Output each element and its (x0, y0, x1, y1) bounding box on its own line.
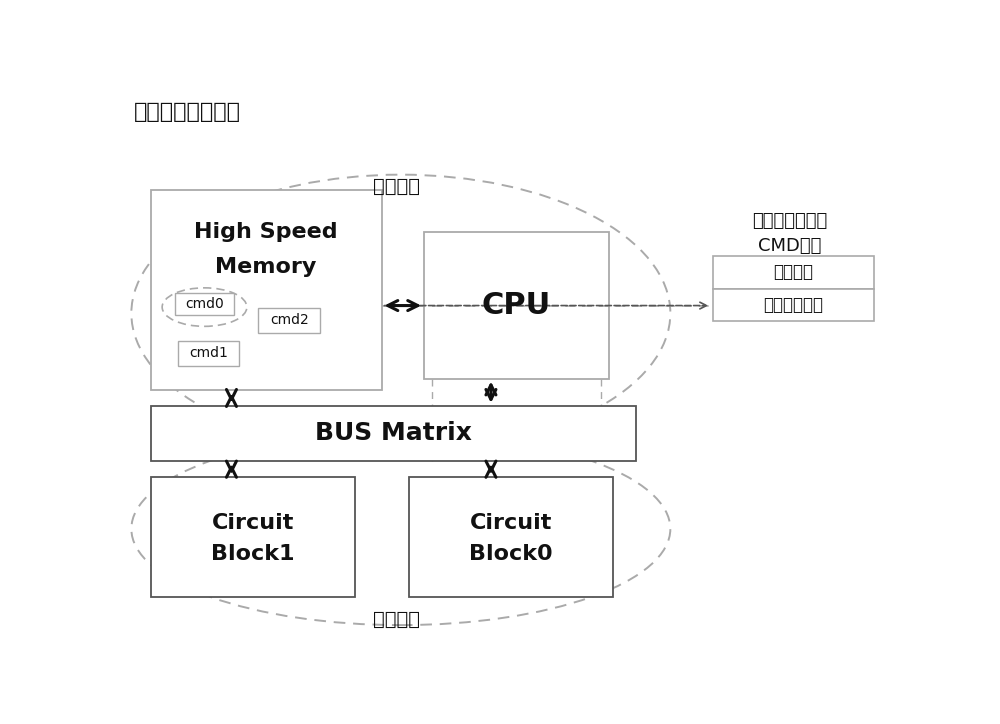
Text: 单命令下发方式: 单命令下发方式 (752, 212, 827, 230)
Bar (151, 405, 636, 461)
Text: cmd0: cmd0 (185, 297, 224, 311)
Text: cmd1: cmd1 (189, 346, 228, 361)
Bar (713, 289, 874, 321)
Text: 单命令下发方式：: 单命令下发方式： (134, 101, 241, 122)
Text: 高速电路: 高速电路 (374, 177, 420, 195)
Bar (175, 293, 234, 315)
Text: High Speed: High Speed (194, 222, 338, 243)
Text: Block0: Block0 (469, 544, 552, 564)
Text: Circuit: Circuit (469, 513, 552, 533)
Text: CPU: CPU (482, 291, 551, 320)
Text: 完成状态字段: 完成状态字段 (764, 296, 824, 313)
Text: Circuit: Circuit (211, 513, 294, 533)
Bar (151, 477, 355, 597)
Text: CMD结构: CMD结构 (758, 237, 821, 255)
Text: 命令字段: 命令字段 (774, 264, 814, 282)
Text: Memory: Memory (215, 257, 317, 277)
Bar (178, 341, 239, 366)
Bar (713, 256, 874, 289)
Bar (258, 308, 320, 332)
Bar (409, 477, 613, 597)
Text: Block1: Block1 (211, 544, 294, 564)
Bar (424, 232, 609, 379)
Text: cmd2: cmd2 (270, 313, 309, 327)
Text: BUS Matrix: BUS Matrix (315, 421, 472, 445)
Bar (151, 190, 382, 390)
Text: 低速电路: 低速电路 (374, 610, 420, 629)
